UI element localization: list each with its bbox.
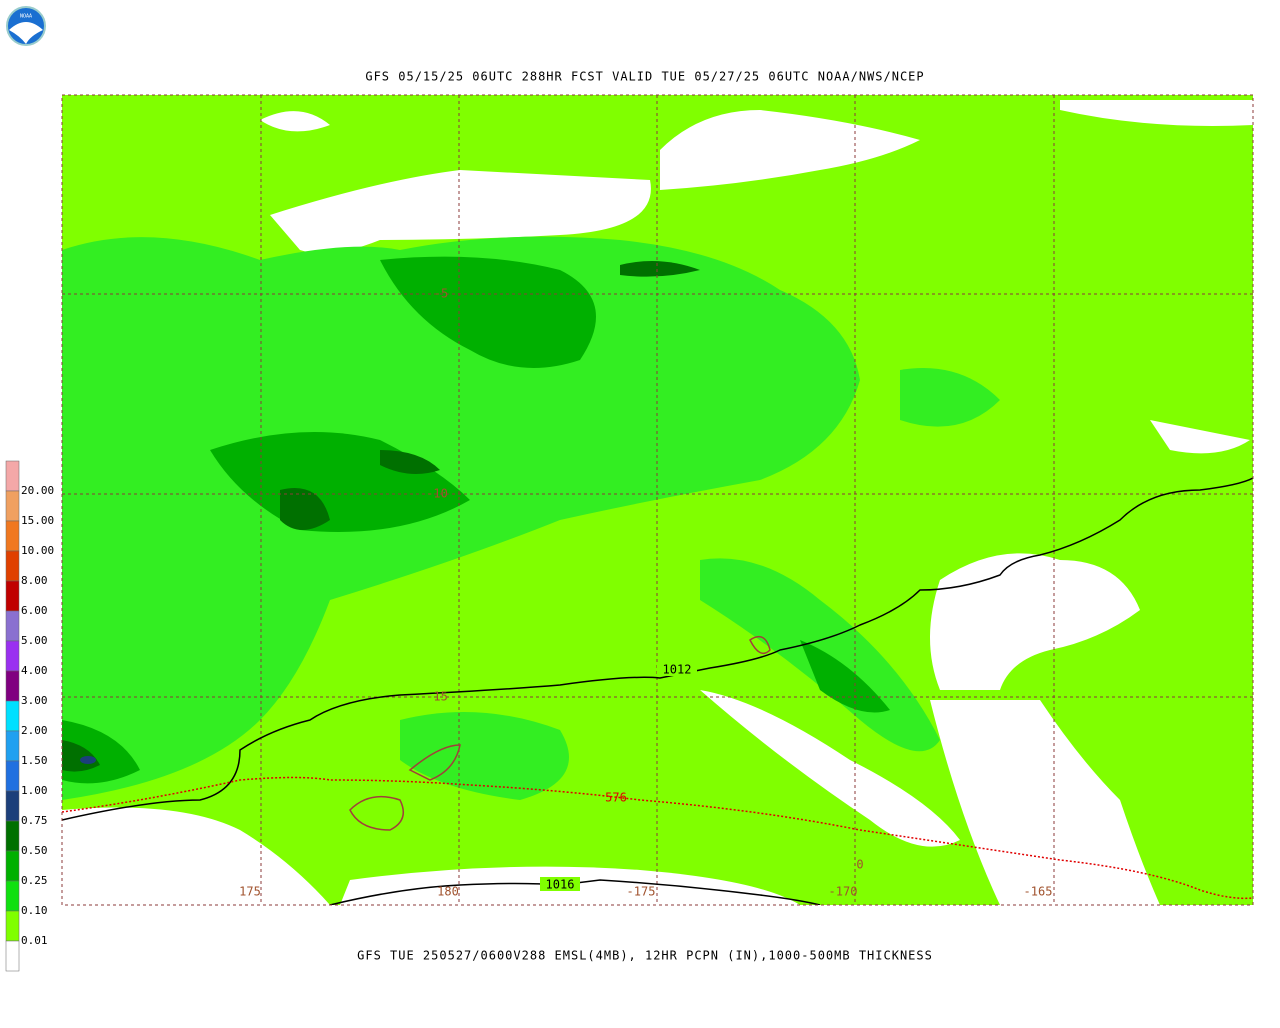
legend-label: 2.00: [21, 724, 48, 737]
legend-label: 20.00: [21, 484, 54, 497]
contour-label: 0: [856, 858, 863, 872]
lat-label: -10: [426, 487, 448, 501]
contour-label: 576: [605, 791, 627, 805]
legend-label: 1.00: [21, 784, 48, 797]
legend-label: 0.25: [21, 874, 48, 887]
isobar-1012: [62, 477, 1253, 821]
logo-shape: [9, 22, 43, 44]
coastlines: [349, 635, 771, 831]
legend-swatch: [5, 490, 20, 522]
legend-label: 6.00: [21, 604, 48, 617]
legend-swatch: [5, 460, 20, 492]
legend-swatch: [5, 790, 20, 822]
contour-label: 1012: [663, 663, 692, 677]
logo-text: NOAA: [20, 14, 32, 20]
legend-label: 1.50: [21, 754, 48, 767]
label-bg: [657, 662, 697, 676]
lon-label: -170: [829, 885, 858, 899]
legend-swatch: [5, 640, 20, 672]
legend-swatch: [5, 850, 20, 882]
legend-label: 10.00: [21, 544, 54, 557]
legend-swatch: [5, 610, 20, 642]
legend-label: 0.75: [21, 814, 48, 827]
legend-swatch: [5, 760, 20, 792]
legend-label: 8.00: [21, 574, 48, 587]
map-frame: [61, 94, 1254, 906]
legend-swatch: [5, 550, 20, 582]
legend-label: 5.00: [21, 634, 48, 647]
legend-swatch: [5, 940, 20, 972]
precip-max: [80, 756, 96, 764]
graticule: [62, 95, 1253, 905]
legend-swatch: [5, 820, 20, 852]
legend-swatch: [5, 520, 20, 552]
legend-swatch: [5, 730, 20, 762]
contour-label: 1016: [546, 878, 575, 892]
title: GFS 05/15/25 06UTC 288HR FCST VALID TUE …: [365, 70, 924, 84]
legend-label: 15.00: [21, 514, 54, 527]
thickness-576: [62, 776, 1253, 900]
legend-swatch: [5, 670, 20, 702]
lon-label: 175: [239, 885, 261, 899]
legend-label: 0.01: [21, 934, 48, 947]
lat-label: -15: [426, 690, 448, 704]
map: [62, 95, 1253, 905]
label-bg: [540, 877, 580, 891]
legend-label: 0.50: [21, 844, 48, 857]
legend-swatch: [5, 910, 20, 942]
lon-label: -165: [1024, 885, 1053, 899]
legend-swatch: [5, 580, 20, 612]
lat-label: -5: [434, 287, 448, 301]
lon-label: 180: [437, 885, 459, 899]
legend: 20.00 15.00 10.00 8.00 6.00 5.00 4.00 3.00 2.00 1…: [5, 460, 54, 972]
lon-label: -175: [627, 885, 656, 899]
legend-label: 0.10: [21, 904, 48, 917]
legend-label: 3.00: [21, 694, 48, 707]
legend-label: 4.00: [21, 664, 48, 677]
no-precip: [62, 100, 1253, 905]
legend-swatch: [5, 700, 20, 732]
legend-swatch: [5, 880, 20, 912]
caption: GFS TUE 250527/0600V288 EMSL(4MB), 12HR …: [357, 949, 933, 963]
